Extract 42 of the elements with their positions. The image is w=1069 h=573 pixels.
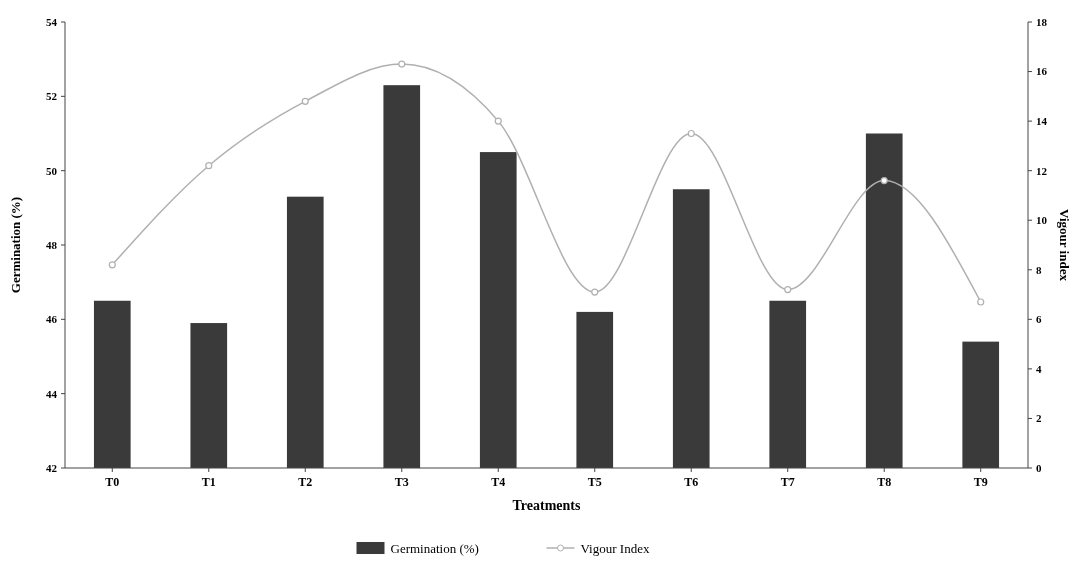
y2-tick-label: 10	[1036, 214, 1048, 227]
x-tick-label: T3	[394, 475, 409, 489]
point	[687, 129, 695, 138]
point	[205, 162, 213, 170]
x-tick-label: T0	[105, 475, 120, 489]
point	[880, 176, 888, 185]
y2-tick-label: 16	[1036, 65, 1048, 78]
y-tick-label: 46	[46, 313, 58, 326]
x-axis-title: Treatments	[512, 498, 581, 513]
x-tick-label: T6	[684, 475, 699, 489]
y-tick-label: 44	[46, 387, 58, 400]
y2-tick-label: 6	[1036, 313, 1042, 326]
point	[108, 261, 116, 269]
y2-tick-label: 12	[1036, 164, 1048, 177]
y2-axis-title: Vigour index	[1057, 209, 1069, 282]
x-tick-label: T9	[973, 475, 988, 489]
y-tick-label: 52	[46, 90, 58, 103]
y-tick-label: 48	[46, 238, 58, 251]
x-tick-label: T2	[298, 475, 313, 489]
point	[301, 97, 309, 105]
x-tick-label: T5	[587, 475, 602, 489]
point	[494, 117, 502, 125]
y2-tick-label: 8	[1036, 263, 1042, 276]
y2-tick-label: 4	[1036, 362, 1042, 375]
y2-tick-label: 18	[1036, 15, 1048, 28]
x-tick-label: T8	[877, 475, 892, 489]
y-tick-label: 42	[46, 461, 58, 474]
y-tick-label: 54	[46, 15, 58, 28]
y2-tick-label: 0	[1036, 461, 1042, 474]
x-tick-label: T7	[780, 475, 795, 489]
x-tick-label: T1	[201, 475, 216, 489]
point	[591, 288, 599, 296]
y2-tick-label: 2	[1036, 412, 1042, 425]
x-tick-label: T4	[491, 475, 506, 489]
point	[398, 60, 406, 68]
y-tick-label: 50	[46, 164, 58, 177]
point	[977, 298, 985, 306]
y2-tick-label: 14	[1036, 114, 1048, 127]
legend-label: Vigour Index	[580, 540, 650, 556]
y-axis-title: Germination (%)	[8, 196, 23, 294]
point	[784, 286, 792, 294]
legend-label: Germination (%)	[390, 540, 479, 556]
